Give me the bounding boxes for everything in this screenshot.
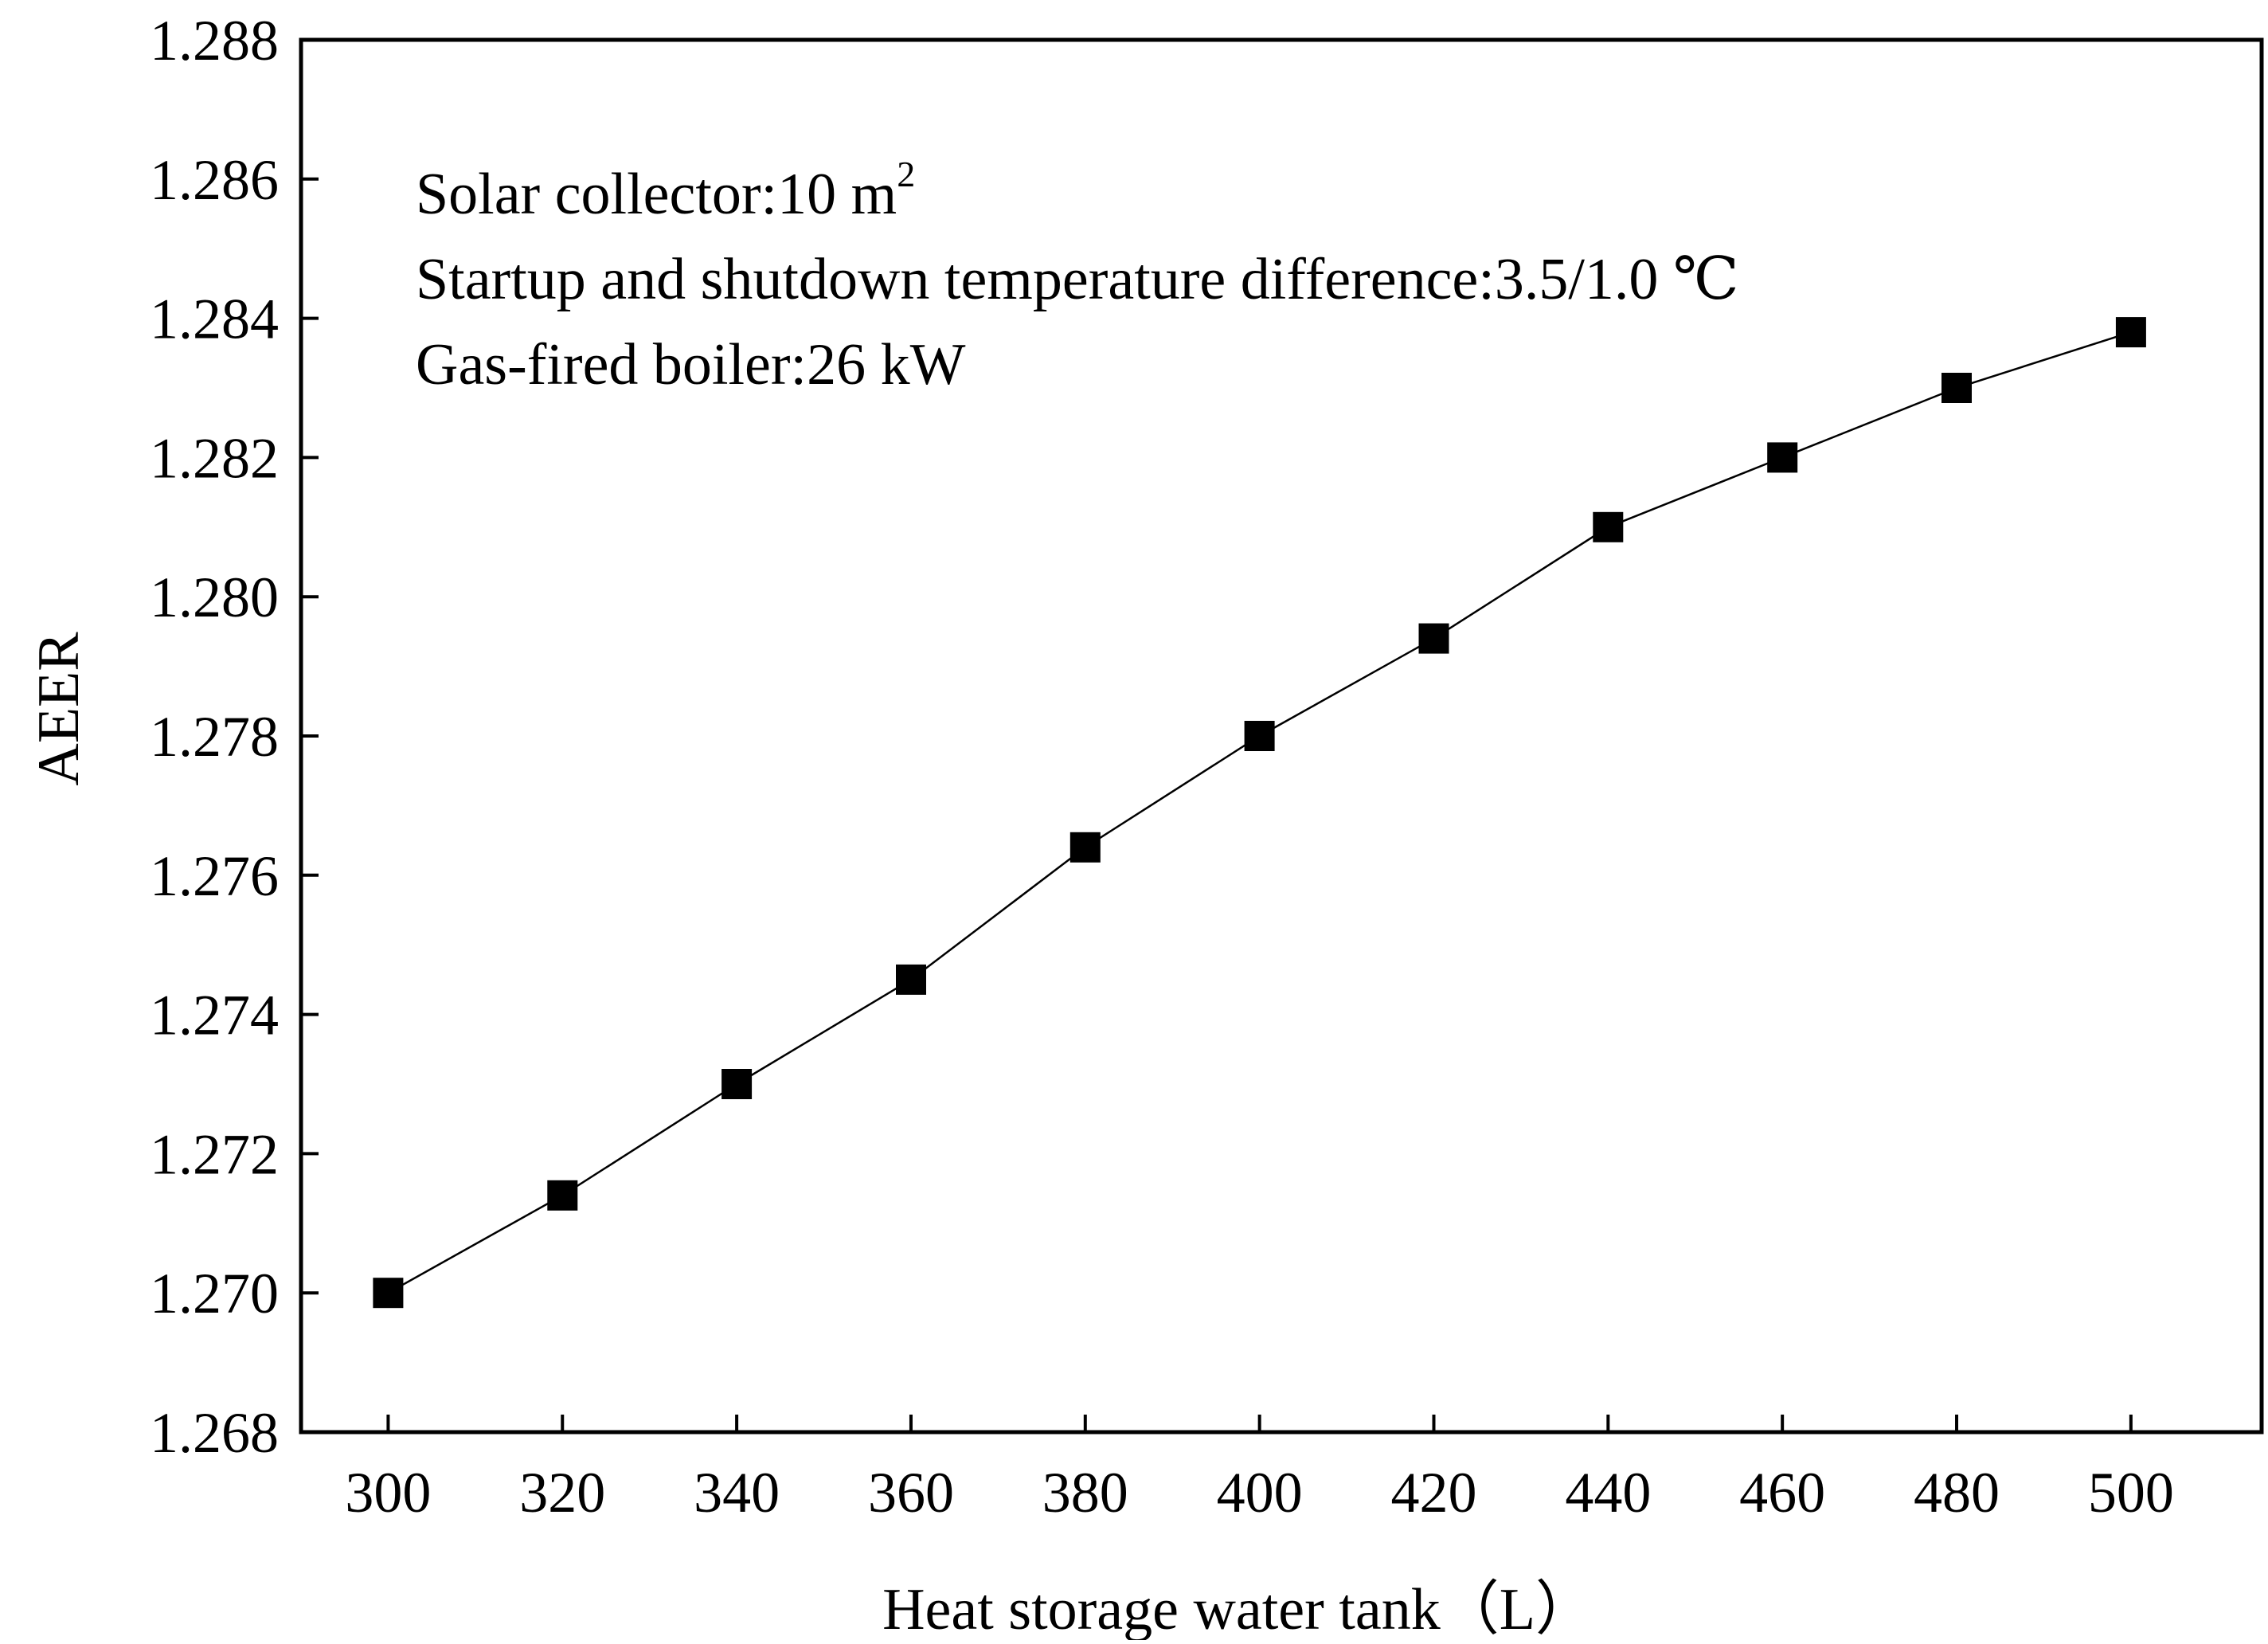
annotation-block: Solar collector:10 m2 Startup and shutdo… [416, 154, 1739, 397]
annotation-line-1-superscript: 2 [897, 154, 915, 194]
data-point-marker [896, 964, 926, 995]
x-axis-title: Heat storage water tank（L） [882, 1577, 1594, 1640]
x-tick-label: 340 [694, 1461, 780, 1525]
annotation-line-1: Solar collector:10 m2 [416, 154, 915, 227]
x-tick-label: 400 [1217, 1461, 1303, 1525]
x-tick-label: 460 [1739, 1461, 1825, 1525]
y-tick-label: 1.280 [150, 566, 279, 629]
data-point-marker [1767, 442, 1798, 473]
data-point-marker [1244, 721, 1275, 751]
x-tick-label: 320 [519, 1461, 605, 1525]
y-tick-label: 1.282 [150, 426, 279, 490]
y-tick-label: 1.274 [150, 984, 279, 1047]
data-point-marker [1593, 511, 1624, 542]
y-tick-label: 1.288 [150, 9, 279, 72]
x-tick-label: 480 [1914, 1461, 2000, 1525]
y-tick-label: 1.286 [150, 148, 279, 212]
y-tick-label: 1.278 [150, 705, 279, 769]
data-point-marker [373, 1278, 404, 1309]
data-point-marker [547, 1180, 578, 1211]
data-point-marker [1418, 623, 1449, 654]
data-point-marker [1941, 373, 1972, 403]
x-axis-ticks: 300 320 340 360 380 400 420 440 460 480 500 [345, 1415, 2174, 1525]
x-tick-label: 440 [1565, 1461, 1651, 1525]
y-tick-label: 1.268 [150, 1401, 279, 1465]
data-point-marker [1069, 832, 1101, 863]
y-axis-title: AEER [26, 632, 92, 786]
y-tick-label: 1.276 [150, 844, 279, 908]
y-tick-label: 1.270 [150, 1262, 279, 1325]
y-tick-label: 1.272 [150, 1122, 279, 1186]
annotation-line-1-text: Solar collector:10 m [416, 162, 897, 227]
x-tick-label: 380 [1042, 1461, 1128, 1525]
x-tick-label: 360 [868, 1461, 954, 1525]
data-point-marker [721, 1069, 753, 1099]
x-tick-label: 420 [1390, 1461, 1476, 1525]
annotation-line-2: Startup and shutdown temperature differe… [416, 247, 1739, 312]
annotation-line-3: Gas-fired boiler:26 kW [416, 332, 966, 397]
y-axis-ticks: 1.268 1.270 1.272 1.274 1.276 1.278 1.280 1.282… [150, 9, 319, 1465]
data-point-marker [2115, 317, 2146, 348]
x-tick-label: 300 [345, 1461, 431, 1525]
y-tick-label: 1.284 [150, 288, 279, 351]
series-line [387, 331, 2132, 1294]
x-tick-label: 500 [2088, 1461, 2174, 1525]
series-layer [373, 317, 2146, 1309]
